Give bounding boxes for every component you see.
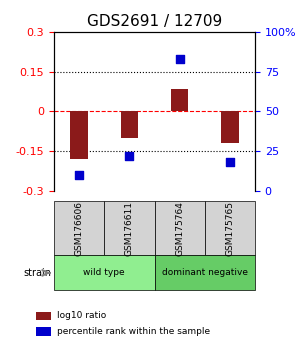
Bar: [70, 112, 88, 159]
Text: log10 ratio: log10 ratio: [57, 311, 106, 320]
FancyBboxPatch shape: [54, 256, 154, 290]
Text: dominant negative: dominant negative: [162, 268, 248, 278]
Text: GSM176611: GSM176611: [125, 201, 134, 256]
FancyBboxPatch shape: [205, 201, 255, 256]
Text: GSM175764: GSM175764: [175, 201, 184, 256]
FancyBboxPatch shape: [104, 201, 154, 256]
Title: GDS2691 / 12709: GDS2691 / 12709: [87, 14, 222, 29]
FancyBboxPatch shape: [154, 256, 255, 290]
Text: wild type: wild type: [83, 268, 125, 278]
Text: percentile rank within the sample: percentile rank within the sample: [57, 327, 210, 336]
Text: GSM176606: GSM176606: [75, 201, 84, 256]
Point: [127, 153, 132, 159]
Point: [177, 56, 182, 62]
Bar: [171, 89, 188, 112]
Bar: [121, 112, 138, 138]
Point: [77, 172, 82, 178]
FancyBboxPatch shape: [154, 201, 205, 256]
Point: [227, 159, 232, 165]
FancyBboxPatch shape: [54, 201, 104, 256]
Bar: [221, 112, 239, 143]
Text: strain: strain: [23, 268, 52, 278]
Text: GSM175765: GSM175765: [225, 201, 234, 256]
